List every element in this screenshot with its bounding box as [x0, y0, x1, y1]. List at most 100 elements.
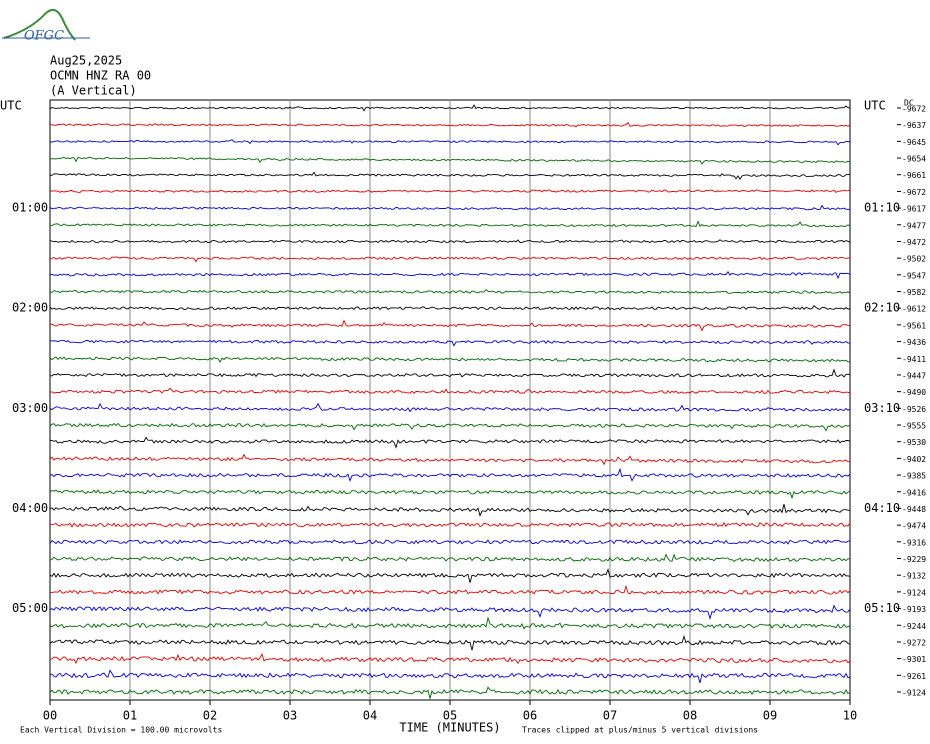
dc-value: -9617	[902, 205, 926, 214]
trace	[49, 539, 851, 545]
right-time-label: 05:10	[864, 601, 900, 615]
x-tick-label: 08	[683, 709, 697, 723]
component: (A Vertical)	[50, 84, 137, 98]
trace	[50, 256, 851, 263]
trace	[49, 686, 851, 701]
trace	[49, 304, 850, 311]
dc-value: -9526	[902, 405, 926, 414]
dc-value: -9385	[902, 472, 926, 481]
logo-mark	[3, 8, 76, 41]
trace	[49, 436, 851, 449]
right-time-label: 02:10	[864, 301, 900, 315]
trace	[49, 220, 851, 228]
dc-value: -9402	[902, 455, 926, 464]
left-time-label: 04:00	[12, 501, 48, 515]
trace	[49, 604, 851, 620]
dc-value: -9582	[902, 288, 926, 297]
dc-value: -9555	[902, 422, 926, 431]
trace	[49, 568, 851, 583]
dc-value: -9272	[902, 638, 926, 647]
dc-value: -9561	[902, 321, 926, 330]
x-tick-label: 04	[363, 709, 377, 723]
dc-value: -9490	[902, 388, 926, 397]
trace	[49, 489, 851, 500]
trace	[49, 189, 851, 193]
trace	[49, 368, 851, 378]
left-time-label: 02:00	[12, 301, 48, 315]
trace	[49, 669, 851, 684]
x-tick-label: 02	[203, 709, 217, 723]
trace	[49, 288, 851, 294]
dc-value: -9645	[902, 138, 926, 147]
note-right: Traces clipped at plus/minus 5 vertical …	[522, 726, 758, 735]
trace	[49, 270, 851, 280]
dc-value: -9672	[902, 105, 926, 114]
dc-value: -9124	[902, 689, 926, 698]
logo-text: OFGC	[24, 29, 64, 44]
dc-value: -9472	[902, 238, 926, 247]
dc-value: -9474	[902, 522, 926, 531]
dc-value: -9436	[902, 338, 926, 347]
trace	[49, 653, 851, 665]
trace	[49, 319, 851, 332]
right-time-label: UTC	[864, 99, 886, 113]
trace	[49, 356, 851, 363]
x-tick-label: 10	[843, 709, 857, 723]
trace	[50, 156, 851, 165]
x-tick-label: 06	[523, 709, 537, 723]
dc-value: -9416	[902, 488, 926, 497]
dc-value: -9301	[902, 655, 926, 664]
station: OCMN HNZ RA 00	[50, 69, 151, 83]
dc-value: -9637	[902, 121, 926, 130]
trace	[49, 121, 851, 128]
trace	[49, 402, 851, 413]
trace	[49, 584, 851, 595]
dc-value: -9132	[902, 572, 926, 581]
trace	[49, 503, 851, 517]
trace	[49, 553, 851, 563]
trace	[49, 616, 851, 630]
right-time-label: 01:10	[864, 201, 900, 215]
x-tick-label: 05	[443, 709, 457, 723]
dc-value: -9229	[902, 555, 926, 564]
dc-value: -9477	[902, 221, 926, 230]
trace	[50, 139, 851, 146]
dc-value: -9448	[902, 505, 926, 514]
left-time-label: 05:00	[12, 601, 48, 615]
dc-value: -9661	[902, 171, 926, 180]
trace	[49, 634, 851, 651]
note-left: Each Vertical Division = 100.00 microvol…	[20, 726, 222, 735]
dc-value: -9447	[902, 371, 926, 380]
dc-value: -9124	[902, 588, 926, 597]
right-time-label: 03:10	[864, 401, 900, 415]
x-tick-label: 01	[123, 709, 137, 723]
trace	[49, 171, 850, 180]
left-time-label: 03:00	[12, 401, 48, 415]
dc-value: -9654	[902, 155, 926, 164]
right-time-label: 04:10	[864, 501, 900, 515]
trace	[49, 339, 851, 347]
trace	[49, 387, 851, 395]
dc-value: -9502	[902, 255, 926, 264]
dc-value: -9316	[902, 538, 926, 547]
left-time-label: 01:00	[12, 201, 48, 215]
dc-value: -9261	[902, 672, 926, 681]
dc-value: -9193	[902, 605, 926, 614]
left-time-label: UTC	[0, 99, 22, 113]
x-tick-label: 00	[43, 709, 57, 723]
trace	[49, 453, 851, 466]
x-tick-label: 07	[603, 709, 617, 723]
trace	[49, 522, 851, 528]
x-tick-label: 09	[763, 709, 777, 723]
trace	[49, 467, 851, 483]
dc-value: -9612	[902, 305, 926, 314]
trace	[49, 104, 851, 112]
dc-value: -9672	[902, 188, 926, 197]
dc-value: -9530	[902, 438, 926, 447]
x-axis-title: TIME (MINUTES)	[399, 721, 500, 735]
dc-value: -9244	[902, 622, 926, 631]
trace	[49, 239, 851, 244]
trace	[49, 204, 851, 211]
dc-value: -9547	[902, 271, 926, 280]
